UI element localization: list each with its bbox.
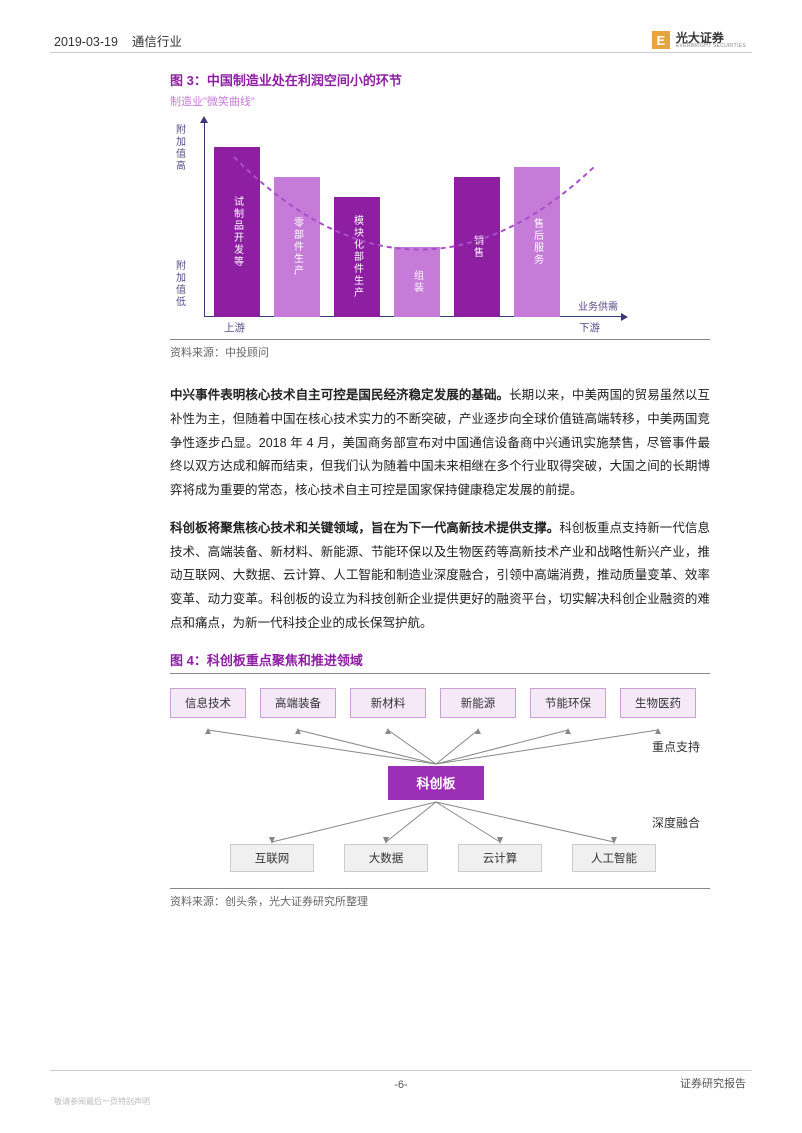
header-date-industry: 2019-03-19 通信行业	[54, 31, 182, 50]
figure4-source: 资料来源：创头条，光大证券研究所整理	[170, 888, 710, 909]
x-labels: 上游 下游	[214, 320, 610, 335]
bar-label: 零部件生产	[290, 217, 305, 277]
x-axis-arrow-icon	[621, 313, 628, 321]
paragraph-1: 中兴事件表明核心技术自主可控是国民经济稳定发展的基础。长期以来，中美两国的贸易虽…	[170, 384, 710, 503]
logo: E 光大证券 EVERBRIGHT SECURITIES	[652, 31, 746, 49]
figure3-subtitle: 制造业"微笑曲线"	[170, 93, 730, 109]
page-footer: 证券研究报告	[54, 1075, 746, 1091]
p2-bold: 科创板将聚焦核心技术和关键领域，旨在为下一代高新技术提供支撑。	[170, 521, 559, 535]
paragraph-2: 科创板将聚焦核心技术和关键领域，旨在为下一代高新技术提供支撑。科创板重点支持新一…	[170, 517, 710, 636]
main-content: 图 3：中国制造业处在利润空间小的环节 制造业"微笑曲线" 附加值高 附加值低 …	[170, 70, 730, 933]
bar-label: 试制品开发等	[230, 196, 245, 268]
arrows-top-svg	[170, 728, 710, 766]
y-axis-arrow-icon	[200, 116, 208, 123]
figure4-top-rule	[170, 673, 710, 674]
bar: 组装	[394, 247, 440, 317]
logo-text: 光大证券 EVERBRIGHT SECURITIES	[676, 32, 746, 49]
header-industry: 通信行业	[132, 35, 182, 49]
header-date: 2019-03-19	[54, 35, 118, 49]
figure4-top-box: 节能环保	[530, 688, 606, 718]
logo-en: EVERBRIGHT SECURITIES	[676, 44, 746, 49]
figure4-top-box: 信息技术	[170, 688, 246, 718]
bar: 零部件生产	[274, 177, 320, 317]
bar: 销售	[454, 177, 500, 317]
page-header: 2019-03-19 通信行业 E 光大证券 EVERBRIGHT SECURI…	[54, 30, 746, 50]
footer-right: 证券研究报告	[680, 1075, 746, 1091]
figure4-arrows-bot: 深度融合	[170, 800, 710, 844]
label-support: 重点支持	[652, 738, 700, 755]
x-label-downstream: 下游	[579, 320, 600, 335]
p2-rest: 科创板重点支持新一代信息技术、高端装备、新材料、新能源、节能环保以及生物医药等高…	[170, 521, 710, 630]
figure4-top-box: 新材料	[350, 688, 426, 718]
footer-disclaimer: 敬请参阅最后一页特别声明	[54, 1096, 150, 1107]
figure4-bottom-box: 互联网	[230, 844, 314, 872]
figure4-diagram: 信息技术高端装备新材料新能源节能环保生物医药 重点支持 科创板 深度融合 互联网…	[170, 688, 730, 872]
label-integrate: 深度融合	[652, 814, 700, 831]
arrows-bot-svg	[170, 800, 710, 844]
figure4-center-box: 科创板	[388, 766, 484, 800]
figure3-title: 图 3：中国制造业处在利润空间小的环节	[170, 70, 730, 89]
bar-label: 售后服务	[530, 218, 545, 266]
figure4-bottom-box: 大数据	[344, 844, 428, 872]
figure4-top-box: 生物医药	[620, 688, 696, 718]
x-label-upstream: 上游	[224, 320, 245, 335]
figure4-bottom-box: 云计算	[458, 844, 542, 872]
bar-label: 组装	[410, 270, 425, 294]
logo-cn: 光大证券	[676, 32, 746, 44]
figure4-top-box: 高端装备	[260, 688, 336, 718]
figure4-title: 图 4：科创板重点聚焦和推进领域	[170, 650, 730, 669]
bar-label: 模块化部件生产	[350, 215, 365, 299]
bar: 试制品开发等	[214, 147, 260, 317]
p1-bold: 中兴事件表明核心技术自主可控是国民经济稳定发展的基础。	[170, 388, 509, 402]
bars-container: 试制品开发等 零部件生产 模块化部件生产组装 销售 售后服务	[214, 137, 610, 317]
bar: 售后服务	[514, 167, 560, 317]
logo-icon: E	[652, 31, 670, 49]
y-label-high: 附加值高	[176, 125, 190, 173]
figure3-source: 资料来源：中投顾问	[170, 339, 710, 360]
bar-label: 销售	[470, 235, 485, 259]
y-label-low: 附加值低	[176, 261, 190, 309]
x-axis-label-right: 业务供需	[578, 298, 618, 313]
figure4-top-box: 新能源	[440, 688, 516, 718]
figure3-chart: 附加值高 附加值低 试制品开发等 零部件生产 模块化部件生产组装 销售 售后服务 业务供…	[170, 115, 630, 335]
figure4-bottom-row: 互联网 大数据 云计算 人工智能	[230, 844, 730, 872]
figure4-arrows-top: 重点支持	[170, 728, 710, 766]
bar: 模块化部件生产	[334, 197, 380, 317]
figure4-top-row: 信息技术高端装备新材料新能源节能环保生物医药	[170, 688, 730, 718]
figure4-bottom-box: 人工智能	[572, 844, 656, 872]
p1-rest: 长期以来，中美两国的贸易虽然以互补性为主，但随着中国在核心技术实力的不断突破，产…	[170, 388, 710, 497]
